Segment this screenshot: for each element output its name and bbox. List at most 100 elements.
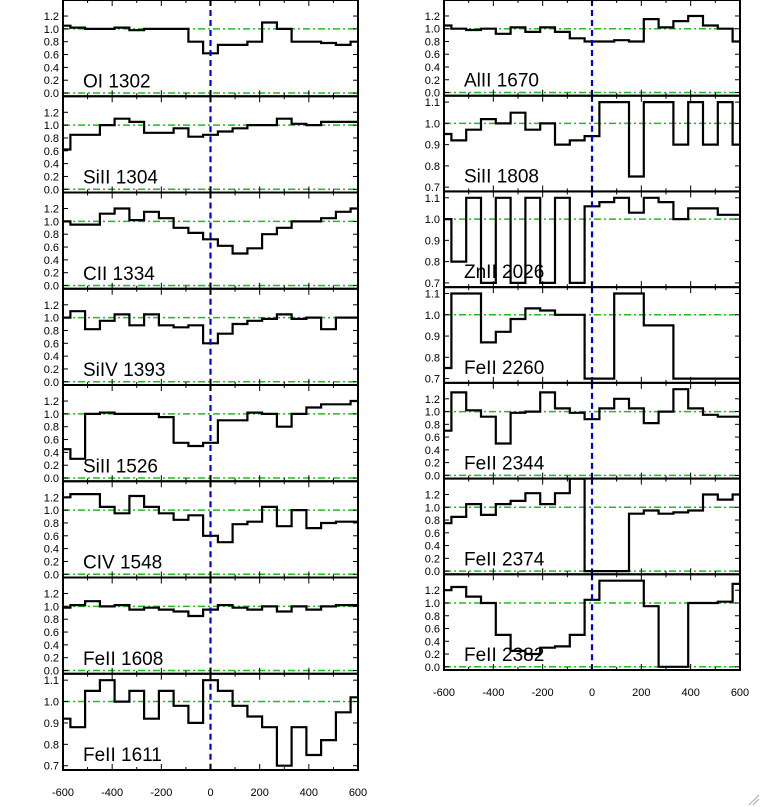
y-tick-label: 0.0 [425, 88, 440, 100]
y-tick-label: 0.6 [44, 435, 59, 447]
y-tick-label: 0.8 [425, 515, 440, 527]
y-tick-label: 1.2 [425, 394, 440, 406]
y-tick-label: 0.7 [425, 374, 440, 386]
y-tick-label: 1.2 [425, 11, 440, 23]
x-tick-label: -400 [101, 787, 123, 799]
y-tick-label: 0.8 [44, 422, 59, 434]
y-tick-label: 0.2 [425, 553, 440, 565]
x-tick-label: 400 [300, 787, 318, 799]
y-tick-label: 0.0 [425, 662, 440, 674]
y-tick-label: 0.9 [425, 331, 440, 343]
y-tick-label: 0.2 [44, 556, 59, 568]
spectrum-panel: 0.00.20.40.60.81.01.2 SiII 1526 [44, 384, 359, 485]
y-tick-label: 1.0 [44, 505, 59, 517]
panel-label: SiIV 1393 [83, 360, 165, 381]
spectrum-line [444, 196, 740, 284]
y-tick-label: 1.0 [425, 118, 440, 130]
y-tick-label: 0.2 [425, 649, 440, 661]
y-tick-label: 0.6 [425, 624, 440, 636]
left-column: 0.00.20.40.60.81.01.2OI 13020.00.20.40.6… [44, 0, 359, 773]
y-tick-label: 0.4 [44, 255, 59, 267]
spectrum-panel: 0.00.20.40.60.81.01.2 OI 1302 [44, 0, 359, 100]
y-tick-label: 0.6 [425, 49, 440, 61]
y-tick-label: 0.4 [44, 640, 59, 652]
panel-label: FeII 1608 [83, 649, 163, 670]
y-tick-label: 1.0 [44, 409, 59, 421]
y-tick-label: 0.8 [425, 161, 440, 173]
y-tick-label: 0.8 [425, 611, 440, 623]
y-tick-label: 0.0 [44, 184, 59, 196]
spectrum-panel: 0.7 0.8 0.9 1.0 1.1 FeII 2260 [425, 286, 741, 386]
y-tick-label: 0.8 [425, 419, 440, 431]
panel-frame [62, 672, 359, 771]
y-tick-label: 0.6 [425, 432, 440, 444]
y-tick-label: 1.0 [44, 120, 59, 132]
y-tick-label: 0.8 [44, 325, 59, 337]
y-tick-label: 0.9 [425, 235, 440, 247]
y-tick-label: 0.0 [44, 666, 59, 678]
y-tick-label: 0.2 [44, 364, 59, 376]
resize-grip-icon [748, 794, 760, 806]
panel-label: FeII 2374 [464, 549, 545, 570]
y-tick-label: 1.0 [44, 313, 59, 325]
x-tick-label: 600 [349, 787, 367, 799]
y-tick-label: 1.0 [425, 598, 440, 610]
y-tick-label: 0.4 [44, 351, 59, 363]
x-tick-label: 200 [632, 687, 650, 699]
y-tick-label: 1.2 [44, 589, 59, 601]
y-tick-label: 0.7 [425, 182, 440, 194]
y-tick-label: 0.2 [425, 458, 440, 470]
y-tick-label: 1.0 [425, 502, 440, 514]
y-tick-label: 1.0 [44, 24, 59, 36]
panel-label: SiII 1304 [83, 168, 158, 189]
y-tick-label: 0.2 [44, 460, 59, 472]
x-tick-label: -600 [52, 787, 74, 799]
y-tick-label: 0.8 [44, 229, 59, 241]
y-tick-label: 0.9 [44, 718, 59, 730]
spectrum-line [444, 477, 740, 573]
y-tick-label: 0.4 [425, 62, 440, 74]
spectrum-line [444, 579, 740, 668]
y-tick-label: 0.8 [425, 352, 440, 364]
y-tick-label: 0.4 [44, 62, 59, 74]
x-tick-label: 600 [731, 687, 749, 699]
spectrum-panel: 0.00.20.40.60.81.01.2 AlII 1670 [425, 0, 741, 100]
y-tick-label: 0.2 [44, 171, 59, 183]
y-tick-label: 1.2 [44, 11, 59, 23]
y-tick-label: 1.1 [425, 97, 440, 109]
panel-label: FeII 2260 [464, 358, 544, 379]
spectrum-line [444, 14, 740, 43]
y-tick-label: 0.0 [44, 569, 59, 581]
y-tick-label: 0.4 [44, 447, 59, 459]
spectrum-panel: 0.7 0.8 0.9 1.0 1.1 FeII 1611 [44, 672, 359, 773]
panel-label: ZnII 2026 [464, 262, 544, 283]
y-tick-label: 0.8 [44, 133, 59, 145]
y-tick-label: 0.6 [44, 627, 59, 639]
spectrum-panel: 0.00.20.40.60.81.01.2 FeII 2344 [425, 381, 741, 482]
spectrum-line [63, 399, 358, 460]
left-x-axis: -600 -400 -200 0 200 400 600 [52, 787, 367, 799]
y-tick-label: 1.1 [44, 675, 59, 687]
y-tick-label: 0.0 [44, 281, 59, 293]
y-tick-label: 0.2 [425, 75, 440, 87]
y-tick-label: 0.4 [44, 159, 59, 171]
spectrum-panel: 0.00.20.40.60.81.01.2 FeII 2382 [425, 573, 741, 674]
y-tick-label: 0.9 [425, 140, 440, 152]
y-tick-label: 1.2 [44, 300, 59, 312]
y-tick-label: 1.1 [425, 289, 440, 301]
panel-label: CII 1334 [83, 264, 155, 285]
spectrum-line [63, 117, 358, 151]
y-tick-label: 1.2 [425, 585, 440, 597]
x-tick-label: -600 [433, 687, 455, 699]
spectrum-line [63, 207, 358, 255]
spectrum-line [444, 101, 740, 178]
panel-label: FeII 2344 [464, 454, 545, 475]
x-tick-label: 200 [250, 787, 268, 799]
y-tick-label: 0.4 [425, 636, 440, 648]
y-tick-label: 0.6 [44, 242, 59, 254]
panel-frame [443, 573, 741, 671]
x-tick-label: -200 [532, 687, 554, 699]
y-tick-label: 0.0 [44, 473, 59, 485]
spectrum-line [444, 388, 740, 445]
spectrum-panel: 0.00.20.40.60.81.01.2 SiIV 1393 [44, 287, 359, 389]
